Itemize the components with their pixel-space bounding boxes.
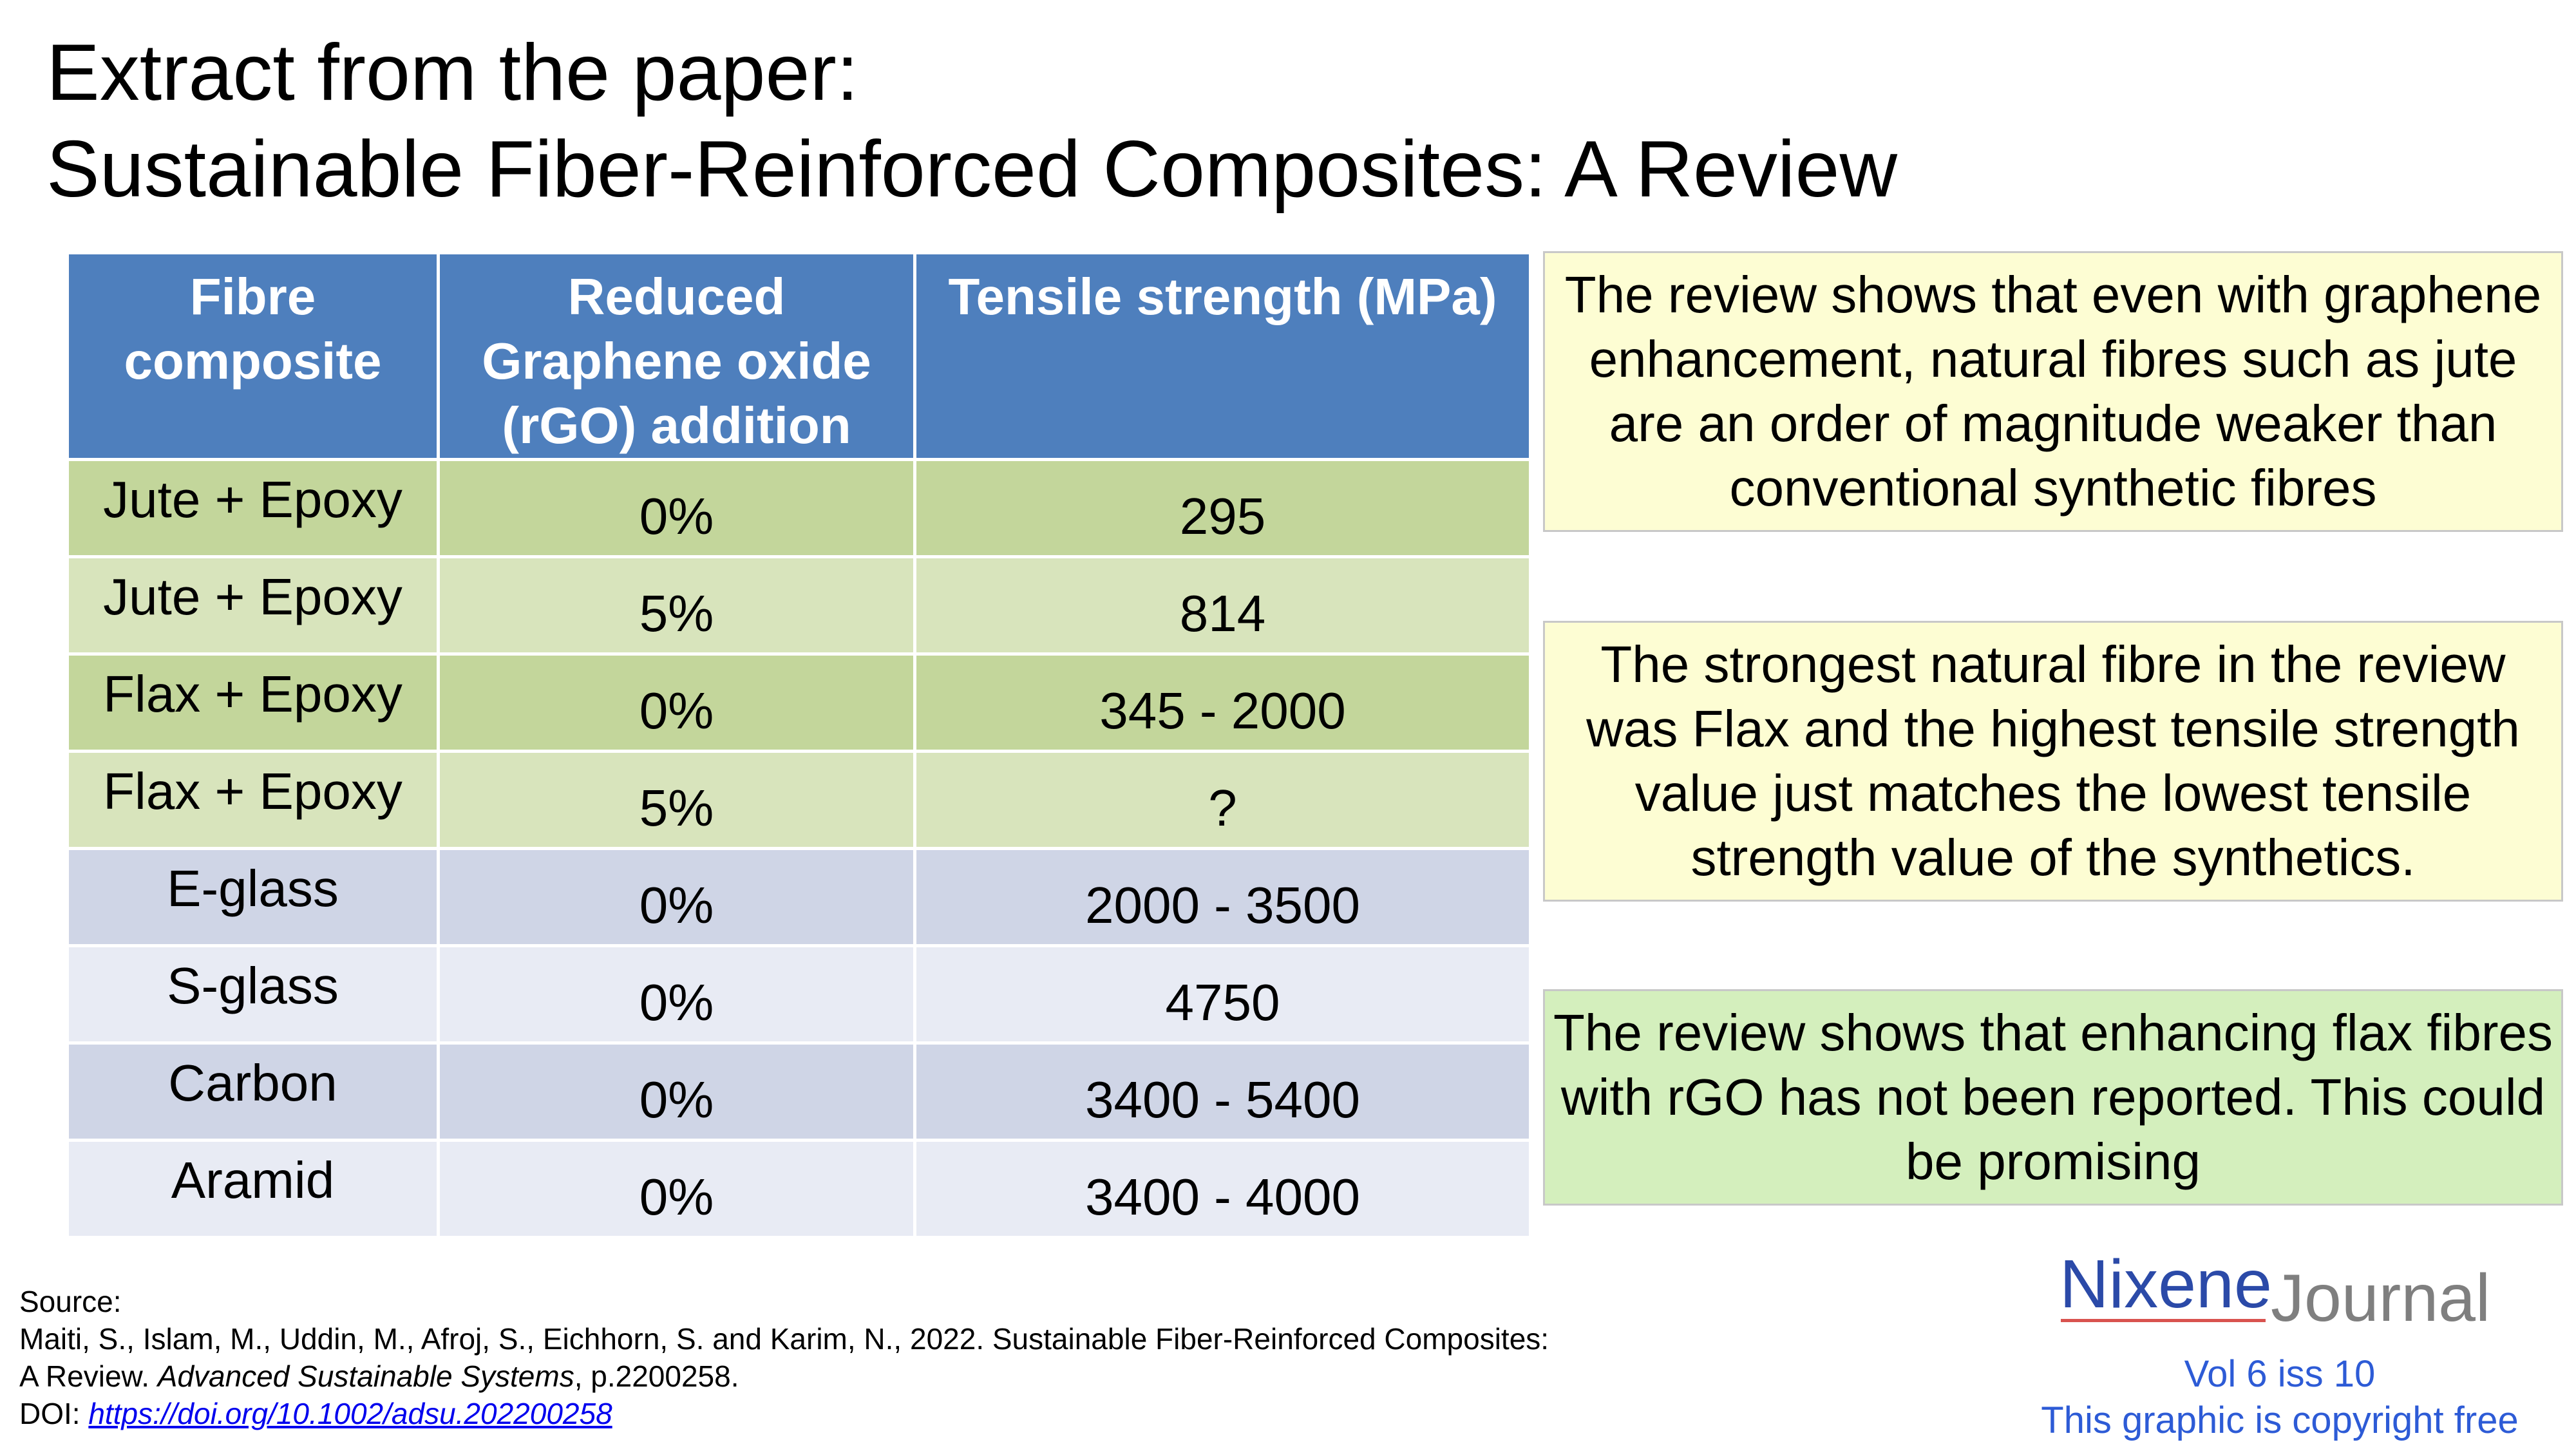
cell-strength: 814 [913,555,1532,656]
table-row: S-glass 0% 4750 [66,944,1532,1045]
doi-line: DOI: https://doi.org/10.1002/adsu.202200… [19,1395,1758,1432]
header-tensile-strength: Tensile strength (MPa) [913,251,1532,461]
citation-line-2: A Review. Advanced Sustainable Systems, … [19,1358,1758,1395]
page-title: Extract from the paper: Sustainable Fibe… [46,24,2107,218]
logo-underline [2061,1319,2266,1322]
table-row: E-glass 0% 2000 - 3500 [66,847,1532,947]
cell-strength: 3400 - 4000 [913,1139,1532,1239]
note-text: The strongest natural fibre in the revie… [1586,636,2520,886]
logo-nixene: Nixene [2060,1246,2272,1322]
cell-fibre: Flax + Epoxy [66,750,440,850]
source-label: Source: [19,1285,122,1318]
cell-strength: 345 - 2000 [913,652,1532,753]
table-row: Jute + Epoxy 0% 295 [66,458,1532,558]
cell-fibre: Jute + Epoxy [66,555,440,656]
title-line-1: Extract from the paper: [46,28,859,117]
header-rgo-addition: Reduced Graphene oxide (rGO) addition [437,251,916,461]
logo-journal: Journal [2271,1261,2491,1336]
issue-info: Vol 6 iss 10 This graphic is copyright f… [2022,1351,2537,1444]
note-text: The review shows that even with graphene… [1564,266,2542,516]
table-row: Flax + Epoxy 0% 345 - 2000 [66,652,1532,753]
table-row: Carbon 0% 3400 - 5400 [66,1041,1532,1142]
cell-strength: 3400 - 5400 [913,1041,1532,1142]
cell-fibre: Flax + Epoxy [66,652,440,753]
cell-rgo: 0% [437,652,916,753]
table-row: Jute + Epoxy 5% 814 [66,555,1532,656]
cell-rgo: 0% [437,944,916,1045]
cell-rgo: 0% [437,458,916,558]
note-flax-strongest: The strongest natural fibre in the revie… [1543,621,2563,902]
note-flax-rgo-promising: The review shows that enhancing flax fib… [1543,989,2563,1206]
doi-label: DOI: [19,1397,89,1430]
cell-strength: 4750 [913,944,1532,1045]
cell-rgo: 0% [437,1139,916,1239]
citation-journal: Advanced Sustainable Systems [157,1359,574,1393]
cell-strength: ? [913,750,1532,850]
cell-rgo: 0% [437,847,916,947]
title-line-2: Sustainable Fiber-Reinforced Composites:… [46,125,1898,214]
cell-fibre: S-glass [66,944,440,1045]
cell-rgo: 5% [437,750,916,850]
cell-fibre: Carbon [66,1041,440,1142]
cell-strength: 295 [913,458,1532,558]
cell-fibre: Aramid [66,1139,440,1239]
fibre-strength-table: Fibre composite Reduced Graphene oxide (… [66,251,1532,1239]
citation-part-b: , p.2200258. [574,1359,739,1393]
doi-link[interactable]: https://doi.org/10.1002/adsu.202200258 [88,1397,612,1430]
cell-fibre: Jute + Epoxy [66,458,440,558]
table-header-row: Fibre composite Reduced Graphene oxide (… [66,251,1532,461]
source-citation: Source: Maiti, S., Islam, M., Uddin, M.,… [19,1283,1758,1432]
volume-issue: Vol 6 iss 10 [2184,1353,2376,1395]
table-row: Aramid 0% 3400 - 4000 [66,1139,1532,1239]
copyright-notice: This graphic is copyright free [2041,1399,2519,1441]
cell-rgo: 0% [437,1041,916,1142]
note-jute-comparison: The review shows that even with graphene… [1543,251,2563,532]
table-row: Flax + Epoxy 5% ? [66,750,1532,850]
cell-fibre: E-glass [66,847,440,947]
note-text: The review shows that enhancing flax fib… [1553,1004,2553,1190]
nixene-journal-logo: Nixene Journal [2060,1244,2523,1336]
header-fibre-composite: Fibre composite [66,251,440,461]
cell-rgo: 5% [437,555,916,656]
citation-part-a: A Review. [19,1359,158,1393]
citation-line-1: Maiti, S., Islam, M., Uddin, M., Afroj, … [19,1322,1549,1356]
cell-strength: 2000 - 3500 [913,847,1532,947]
